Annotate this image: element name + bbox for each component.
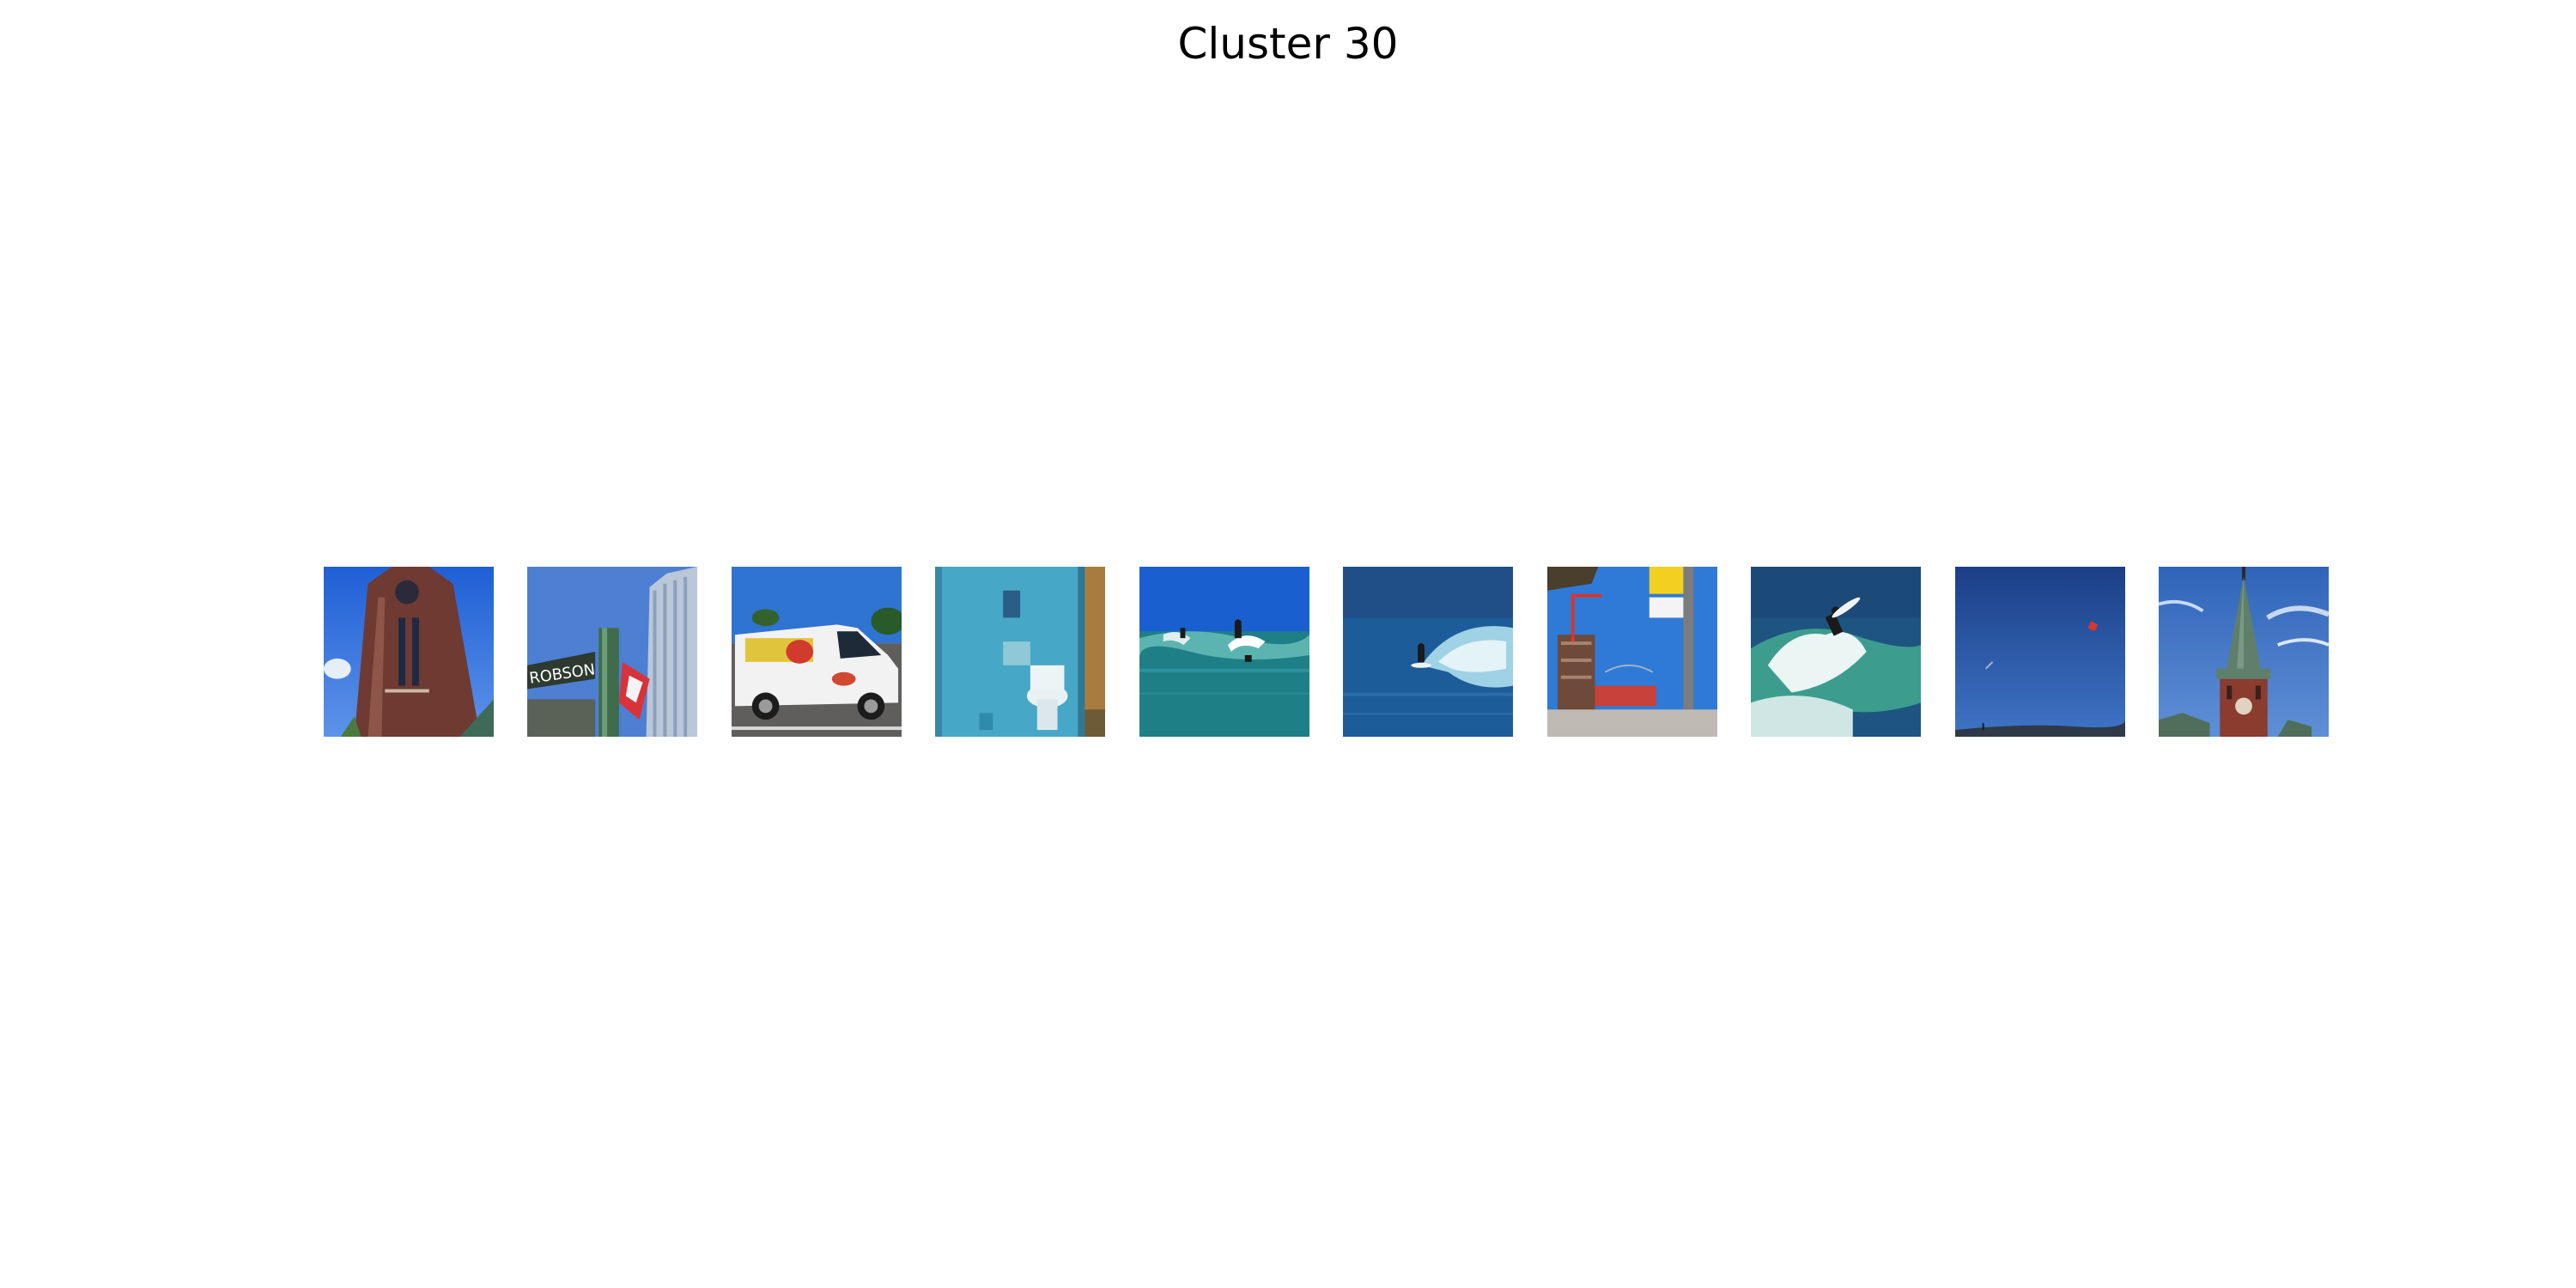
blue-bathroom-toilet-photo	[935, 567, 1105, 737]
white-van-photo	[732, 567, 902, 737]
surfer-splash-photo	[1751, 567, 1921, 737]
image-row: ROBSON	[0, 567, 2576, 737]
street-sign-robson-photo: ROBSON	[527, 567, 697, 737]
surfer-on-wave-photo	[1343, 567, 1513, 737]
construction-site-street-sign-photo	[1547, 567, 1717, 737]
clock-tower-photo	[324, 567, 494, 737]
church-steeple-photo	[2159, 567, 2329, 737]
kite-in-sky-photo	[1955, 567, 2125, 737]
figure-title: Cluster 30	[1177, 19, 1399, 69]
surfers-on-wave-photo	[1139, 567, 1309, 737]
